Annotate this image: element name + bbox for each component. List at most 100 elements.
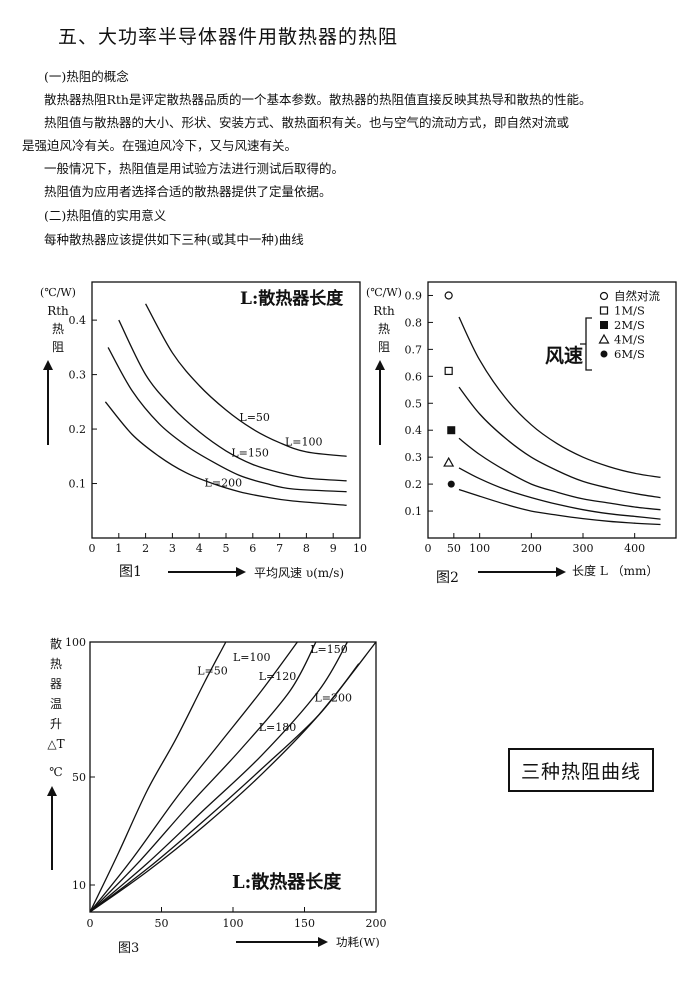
fig2-legend-brace [580, 317, 592, 371]
fig2-series-2M/S [458, 437, 661, 511]
fig2-legend-label: 6M/S [614, 347, 645, 361]
fig2-legend-marker [600, 321, 608, 329]
fig3-caption: 图3 [118, 941, 139, 956]
fig1-ylabel: 阻 [52, 340, 64, 354]
fig1-series-L=100 [118, 319, 347, 482]
fig1-xtick-label: 7 [276, 542, 283, 555]
fig2-legend-label: 4M/S [614, 333, 645, 347]
paragraph-1: 散热器热阻Rth是评定散热器品质的一个基本参数。散热器的热阻值直接反映其热导和散… [44, 92, 592, 107]
fig2-legend-label: 2M/S [614, 318, 645, 332]
section-heading-significance: (二)热阻值的实用意义 [44, 208, 167, 223]
fig2-point-自然对流 [444, 291, 453, 300]
fig1-xtick-label: 2 [142, 542, 149, 555]
section-heading-concept: (一)热阻的概念 [44, 69, 129, 84]
fig3-series-L=100 [89, 641, 298, 913]
fig1-series-L=150 [107, 347, 347, 493]
fig3-ytick-label: 50 [72, 771, 86, 784]
fig2-xtick-label: 100 [469, 542, 490, 555]
fig1-xlabel: 平均风速 υ(m/s) [254, 566, 344, 580]
page-title: 五、大功率半导体器件用散热器的热阻 [58, 26, 399, 48]
fig3-series-label: L=200 [315, 691, 353, 704]
paragraph-4: 热阻值为应用者选择合适的散热器提供了定量依据。 [44, 184, 332, 199]
fig2-ytick-label: 0.2 [405, 478, 423, 491]
fig3-series-label: L=150 [310, 643, 348, 656]
fig2-legend-label: 1M/S [614, 304, 645, 318]
fig2-ytick-label: 0.1 [405, 505, 423, 518]
fig1-ytick-label: 0.2 [69, 423, 87, 436]
fig2-xtick-label: 50 [447, 542, 461, 555]
fig2-ytick-label: 0.3 [405, 451, 423, 464]
fig1-xtick-label: 5 [223, 542, 230, 555]
fig2-ytick-label: 0.8 [405, 316, 423, 329]
fig3-xlabel: 功耗(W) [336, 935, 380, 949]
three-curves-label-box: 三种热阻曲线 [508, 748, 654, 792]
fig2-xtick-label: 200 [521, 542, 542, 555]
fig2-point-4M/S [443, 456, 455, 467]
fig2-xlabel: 长度 L （mm） [572, 563, 658, 578]
paragraph-2a: 热阻值与散热器的大小、形状、安装方式、散热面积有关。也与空气的流动方式，即自然对… [44, 115, 570, 130]
fig3-ytick-label: 100 [65, 636, 86, 649]
fig3-series-L=200 [89, 641, 377, 913]
fig1-xtick-label: 10 [353, 542, 367, 555]
fig2-ytick-label: 0.4 [405, 424, 423, 437]
fig3-series-L=150 [89, 641, 348, 913]
paragraph-3: 一般情况下，热阻值是用试验方法进行测试后取得的。 [44, 161, 345, 176]
fig2-series-自然对流 [458, 316, 661, 479]
fig1-xtick-label: 3 [169, 542, 176, 555]
fig3-series-label: L=100 [233, 651, 271, 664]
fig2-ylabel: 阻 [378, 340, 390, 354]
fig2-legend-label: 自然对流 [614, 289, 660, 303]
fig2-point-2M/S [447, 426, 456, 435]
fig1-y-arrow-head [43, 360, 53, 370]
fig2-banner: 风速 [545, 344, 583, 367]
fig3-series-L=120 [89, 641, 317, 913]
fig1-ytick-label: 0.4 [69, 314, 87, 327]
fig3-y-arrow-head [47, 786, 57, 796]
fig1-series-L=50 [145, 303, 347, 457]
paragraph-2b: 是强迫风冷有关。在强迫风冷下，又与风速有关。 [22, 138, 298, 153]
fig3-ylabel: ℃ [49, 765, 62, 779]
fig2-series-1M/S [458, 386, 661, 499]
fig1-ytick-label: 0.1 [69, 478, 87, 491]
fig1-series-label: L=200 [205, 476, 243, 489]
fig2-series-6M/S [458, 488, 661, 526]
fig3-series-label: L=120 [259, 670, 297, 683]
fig3-xtick-label: 50 [155, 917, 169, 930]
fig3-xtick-label: 0 [87, 917, 94, 930]
fig1-xtick-label: 9 [330, 542, 337, 555]
fig2-series-4M/S [458, 467, 661, 520]
fig1-xtick-label: 6 [249, 542, 256, 555]
fig3-series-L=50 [89, 641, 227, 913]
fig1-xtick-label: 0 [89, 542, 96, 555]
fig3-xtick-label: 150 [294, 917, 315, 930]
fig2-legend-marker [599, 291, 609, 301]
fig1-series-label: L=50 [239, 411, 270, 424]
fig2-frame [427, 281, 677, 539]
fig1-series-label: L=100 [285, 435, 323, 448]
fig1-xtick-label: 1 [115, 542, 122, 555]
fig1-ytick-label: 0.3 [69, 369, 87, 382]
fig1-x-arrow-head [236, 567, 246, 577]
fig3-ylabel: 热 [50, 657, 62, 671]
fig2-ylabel: 热 [378, 322, 390, 336]
fig2-legend-marker [598, 333, 610, 344]
fig1-banner: L:散热器长度 [240, 288, 344, 309]
fig1-ylabel: Rth [47, 304, 69, 318]
fig2-ytick-label: 0.9 [405, 289, 423, 302]
fig2-y-arrow-head [375, 360, 385, 370]
fig1-xtick-label: 4 [196, 542, 203, 555]
fig2-ylabel: Rth [373, 304, 395, 318]
fig2-point-1M/S [444, 366, 453, 376]
fig3-ylabel: △T [47, 737, 64, 751]
fig2-xtick-label: 0 [425, 542, 432, 555]
fig3-xtick-label: 200 [366, 917, 387, 930]
fig3-ytick-label: 10 [72, 879, 86, 892]
fig1-xtick-label: 8 [303, 542, 310, 555]
fig3-ylabel: 升 [50, 717, 62, 731]
fig2-ylabel-unit: (℃/W) [366, 286, 402, 299]
fig2-ytick-label: 0.6 [405, 370, 423, 383]
fig2-legend-marker [599, 306, 609, 315]
